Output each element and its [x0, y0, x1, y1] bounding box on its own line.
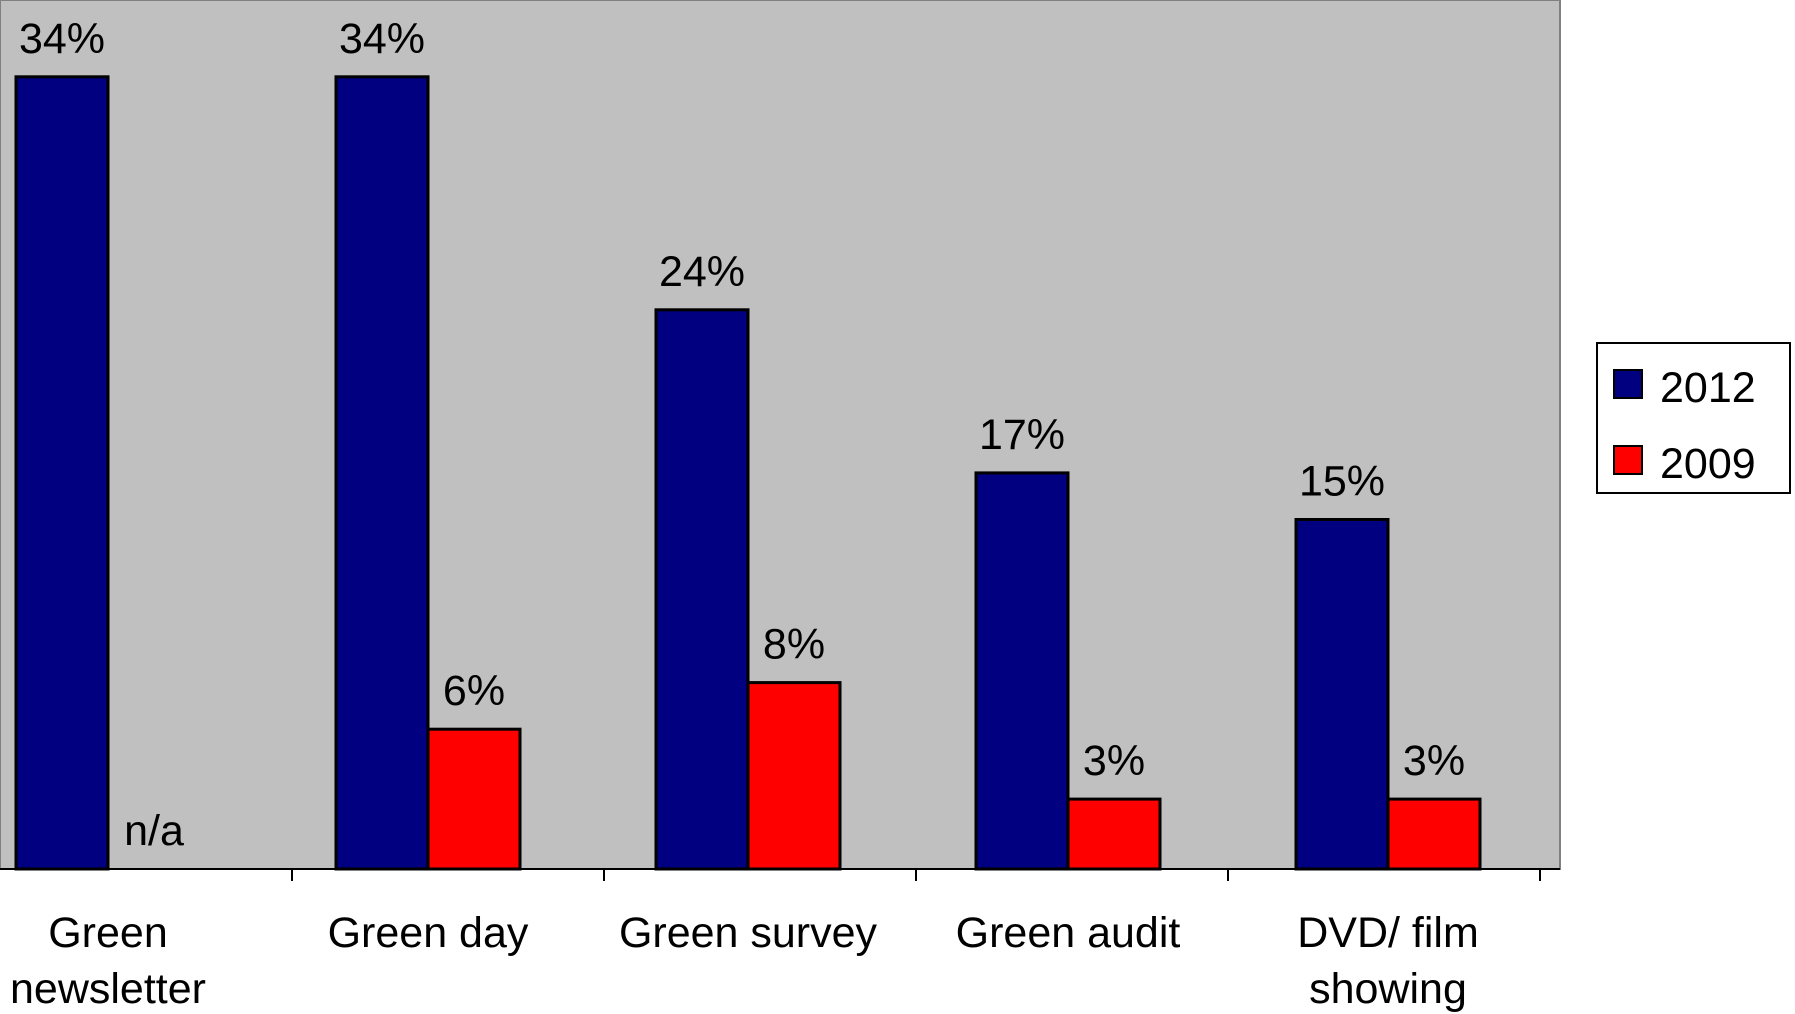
legend-swatch-2009 [1613, 445, 1643, 475]
bar-2009-3 [1066, 797, 1162, 871]
bars-group [14, 75, 1482, 871]
bar-2012-1 [334, 75, 430, 871]
value-label-2012-1: 34% [339, 15, 425, 63]
bar-2009-2 [746, 681, 842, 871]
category-labels-group: Green newsletter Green day Green survey Gree… [10, 909, 1479, 1013]
legend: 2012 2009 [1596, 342, 1791, 494]
bar-2009-1 [426, 727, 522, 871]
x-axis-ticks [291, 869, 1541, 881]
bar-2009-4 [1386, 797, 1482, 871]
value-label-2009-0: n/a [124, 807, 184, 855]
category-label-0: Green newsletter [10, 909, 206, 1013]
bar-2012-0 [14, 75, 110, 871]
value-label-2009-3: 3% [1083, 737, 1145, 785]
bar-2012-3 [974, 471, 1070, 871]
category-label-3: Green audit [956, 909, 1181, 957]
legend-label-2012: 2012 [1660, 364, 1756, 412]
value-labels-group: 34% n/a 34% 6% 24% 8% 17% 3% 15% 3% [19, 15, 1465, 855]
value-label-2009-1: 6% [443, 667, 505, 715]
value-label-2012-0: 34% [19, 15, 105, 63]
category-label-2: Green survey [619, 909, 878, 957]
legend-label-2009: 2009 [1660, 440, 1756, 488]
value-label-2012-4: 15% [1299, 458, 1385, 506]
value-label-2009-2: 8% [763, 621, 825, 669]
category-label-4: DVD/ film showing [1297, 909, 1479, 1013]
value-label-2009-4: 3% [1403, 737, 1465, 785]
legend-swatch-2012 [1613, 369, 1643, 399]
value-label-2012-3: 17% [979, 411, 1065, 459]
value-label-2012-2: 24% [659, 248, 745, 296]
bar-2012-4 [1294, 518, 1390, 871]
bar-2012-2 [654, 308, 750, 871]
category-label-1: Green day [328, 909, 529, 957]
